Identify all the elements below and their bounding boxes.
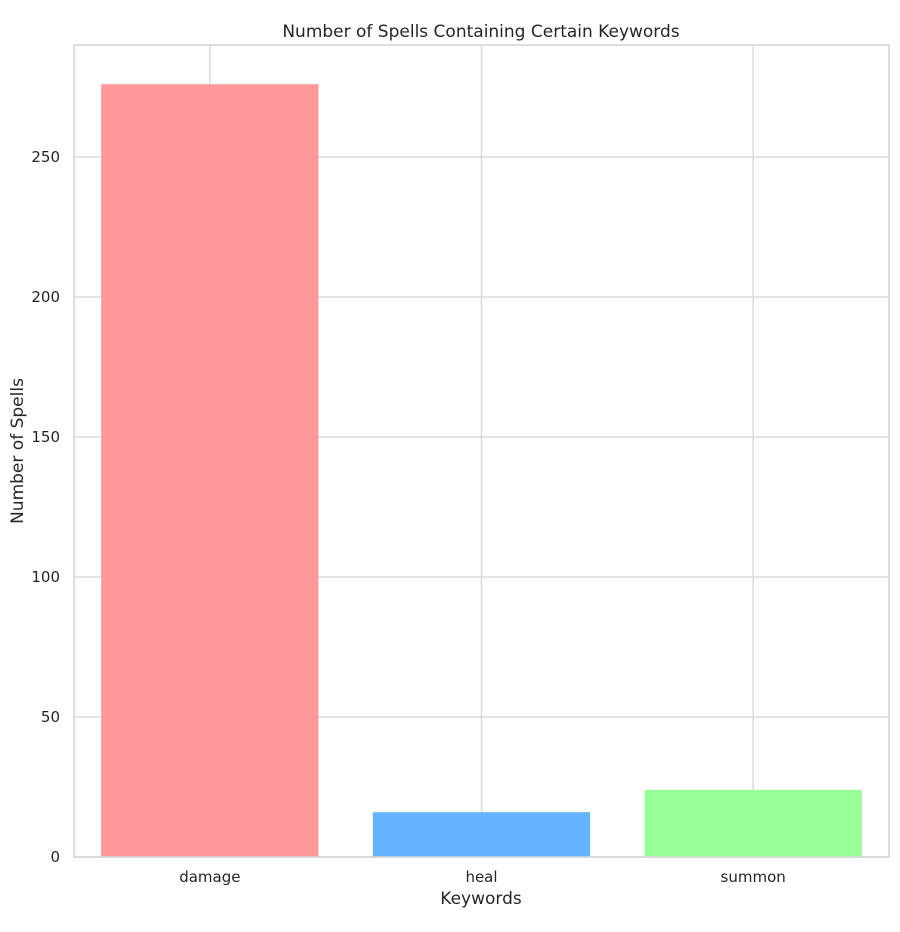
y-tick-label: 200 [31,288,60,306]
y-tick-label: 150 [31,428,60,446]
x-tick-label: heal [465,868,497,886]
x-tick-label: damage [179,868,240,886]
bar-heal [372,812,591,857]
plot-frame [73,44,890,858]
x-axis-label: Keywords [440,889,522,909]
bars [101,84,862,857]
chart-title: Number of Spells Containing Certain Keyw… [282,22,679,42]
y-tick-label: 100 [31,568,60,586]
x-tick-label: summon [721,868,786,886]
y-tick-label: 250 [31,148,60,166]
y-tick-label: 50 [41,708,60,726]
y-tick-label: 0 [50,848,60,866]
y-tick-labels: 0 50 100 150 200 250 [31,148,60,866]
y-axis-label: Number of Spells [8,378,28,524]
x-tick-labels: damage heal summon [179,868,786,886]
bar-summon [644,789,862,857]
bar-damage [101,84,319,857]
